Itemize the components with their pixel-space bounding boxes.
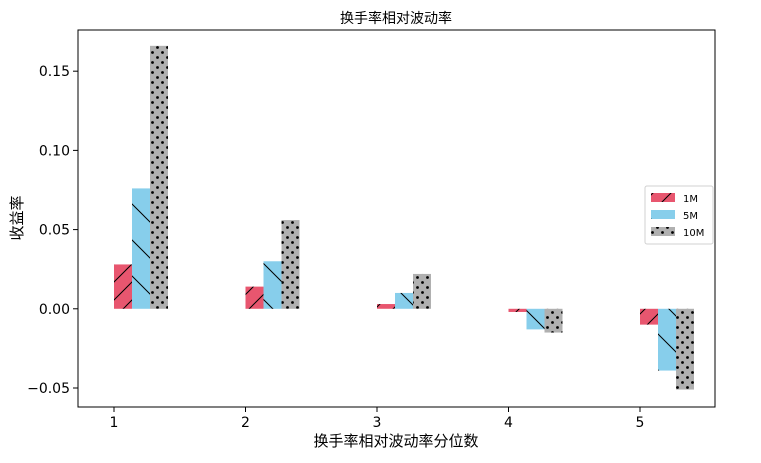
plot-area bbox=[114, 45, 694, 390]
bar-5M-5 bbox=[658, 308, 676, 371]
chart-title: 换手率相对波动率 bbox=[340, 10, 452, 27]
x-tick-label: 3 bbox=[373, 415, 382, 431]
bar-5M-3 bbox=[395, 292, 413, 309]
legend-swatch-10M bbox=[651, 227, 675, 236]
x-axis-label: 换手率相对波动率分位数 bbox=[313, 432, 478, 450]
y-tick-label: −0.05 bbox=[27, 381, 70, 397]
legend-swatch-1M bbox=[651, 193, 675, 202]
bar-10M-2 bbox=[281, 220, 300, 309]
x-tick-label: 2 bbox=[241, 415, 250, 431]
x-tick-label: 5 bbox=[636, 415, 645, 431]
bar-10M-5 bbox=[676, 308, 694, 390]
legend-label-10M: 10M bbox=[683, 228, 704, 239]
bar-10M-1 bbox=[150, 45, 168, 309]
bar-10M-4 bbox=[544, 308, 563, 333]
bar-1M-5 bbox=[640, 308, 658, 325]
legend: 1M 5M 10M bbox=[644, 185, 714, 245]
y-axis-label: 收益率 bbox=[8, 195, 26, 240]
y-tick-label: 0.10 bbox=[39, 143, 70, 159]
x-tick-label: 4 bbox=[504, 415, 513, 431]
axes: −0.05 0.00 0.05 0.10 0.15 1 2 3 4 5 bbox=[27, 29, 716, 431]
bar-1M-2 bbox=[245, 286, 264, 309]
y-tick-label: 0.15 bbox=[39, 64, 70, 80]
bar-5M-1 bbox=[132, 188, 150, 309]
y-tick-label: 0.05 bbox=[39, 223, 70, 239]
plot-frame bbox=[77, 29, 716, 408]
y-tick-label: 0.00 bbox=[39, 302, 70, 318]
legend-label-1M: 1M bbox=[683, 194, 698, 205]
legend-swatch-5M bbox=[651, 210, 675, 219]
bar-1M-4 bbox=[508, 308, 527, 312]
legend-label-5M: 5M bbox=[683, 211, 698, 222]
bar-5M-2 bbox=[263, 261, 282, 309]
x-tick-label: 1 bbox=[110, 415, 119, 431]
bar-10M-3 bbox=[413, 273, 431, 309]
bar-5M-4 bbox=[526, 308, 545, 330]
bar-1M-3 bbox=[377, 304, 395, 309]
bar-1M-1 bbox=[114, 264, 132, 309]
